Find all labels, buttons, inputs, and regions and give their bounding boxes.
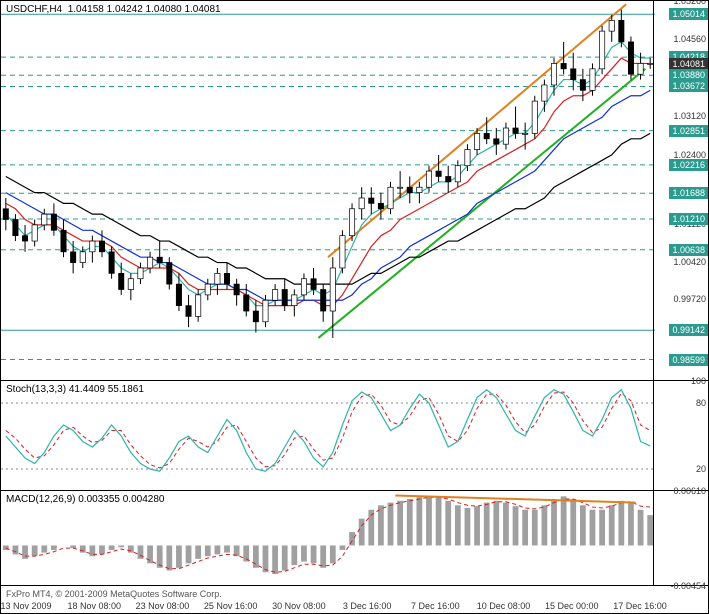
stoch-chart-area[interactable] xyxy=(1,381,653,490)
macd-chart-area[interactable] xyxy=(1,491,653,585)
macd-panel: MACD(12,26,9) 0.003355 0.004280 0.00610-… xyxy=(1,491,708,586)
price-y-axis: 1.052601.045601.038601.031201.024001.017… xyxy=(653,1,708,380)
price-panel: USDCHF,H4 1.04158 1.04242 1.04080 1.0408… xyxy=(1,1,708,381)
stoch-y-axis: 1008020 xyxy=(653,381,708,490)
macd-title: MACD(12,26,9) 0.003355 0.004280 xyxy=(6,494,164,505)
stoch-panel: Stoch(13,3,3) 41.4409 55.1861 1008020 xyxy=(1,381,708,491)
copyright-text: FxPro MT4, © 2001-2009 MetaQuotes Softwa… xyxy=(6,589,222,599)
chart-title: USDCHF,H4 1.04158 1.04242 1.04080 1.0408… xyxy=(6,4,221,15)
x-axis-footer: FxPro MT4, © 2001-2009 MetaQuotes Softwa… xyxy=(1,584,708,613)
mt4-chart-window: USDCHF,H4 1.04158 1.04242 1.04080 1.0408… xyxy=(0,0,709,614)
price-chart-area[interactable] xyxy=(1,1,653,380)
stoch-title: Stoch(13,3,3) 41.4409 55.1861 xyxy=(6,384,144,395)
macd-y-axis: 0.00610-0.00454 xyxy=(653,491,708,585)
